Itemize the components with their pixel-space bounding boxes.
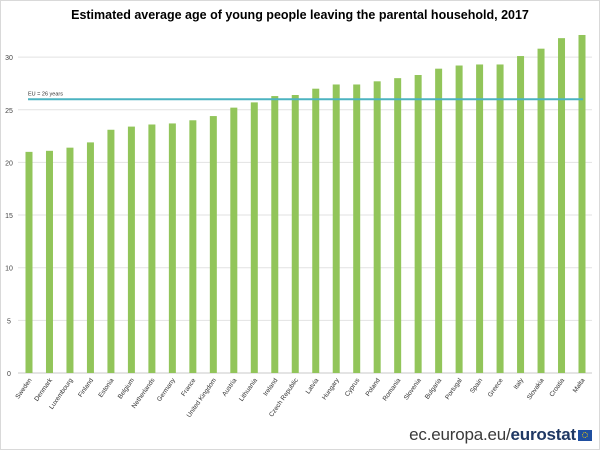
x-tick-label: Estonia <box>97 377 115 399</box>
eu-flag-icon <box>578 429 592 441</box>
x-tick-label: Malta <box>572 377 587 394</box>
bar <box>86 142 94 373</box>
bar <box>414 75 422 373</box>
bar <box>127 126 135 374</box>
x-tick-label: Romania <box>382 377 403 403</box>
x-tick-label: Croatia <box>548 377 566 398</box>
bar <box>455 65 463 374</box>
x-tick-label: Slovakia <box>526 377 546 401</box>
y-axis-ticks: 0 5 10 15 20 25 30 <box>5 55 13 378</box>
y-tick-label: 10 <box>5 266 13 273</box>
bar <box>496 64 504 373</box>
bar <box>189 120 197 373</box>
x-tick-label: Italy <box>513 377 526 391</box>
y-tick-label: 30 <box>5 55 13 62</box>
x-tick-label: Poland <box>364 377 382 398</box>
x-tick-label: Slovenia <box>403 377 423 402</box>
bar <box>394 78 402 373</box>
bar <box>45 150 53 373</box>
y-tick-label: 15 <box>5 213 13 220</box>
x-tick-label: Hungary <box>321 377 341 402</box>
x-tick-label: Lithuania <box>238 377 259 403</box>
x-tick-label: Denmark <box>33 377 54 403</box>
eu-reference-label: EU = 26 years <box>28 92 63 98</box>
y-tick-label: 20 <box>5 160 13 167</box>
bar <box>250 102 258 373</box>
x-tick-label: Ireland <box>262 377 279 398</box>
bar <box>107 129 115 373</box>
x-tick-label: Germany <box>156 377 177 404</box>
bar <box>517 56 525 374</box>
bar <box>353 84 361 373</box>
x-tick-label: Latvia <box>305 377 321 396</box>
bar <box>373 81 381 373</box>
y-tick-label: 25 <box>5 108 13 115</box>
bar <box>558 38 566 374</box>
bar <box>291 95 299 374</box>
x-tick-label: Austria <box>221 377 239 398</box>
bar <box>148 124 156 373</box>
x-tick-label: Bulgaria <box>424 377 444 401</box>
x-tick-label: Sweden <box>14 377 33 401</box>
bar <box>435 68 443 374</box>
bar <box>230 107 238 374</box>
x-tick-label: Portugal <box>444 377 464 401</box>
eurostat-footer: ec.europa.eu/eurostat <box>409 425 592 444</box>
eu-reference-line-group: EU = 26 years <box>28 92 583 101</box>
bar <box>209 116 217 374</box>
eurostat-url[interactable]: ec.europa.eu/eurostat <box>409 425 576 444</box>
bar <box>332 84 340 373</box>
bar <box>66 147 74 373</box>
y-tick-label: 5 <box>7 318 11 325</box>
bar <box>25 151 33 373</box>
x-tick-label: Belgium <box>117 377 136 400</box>
bar <box>476 64 484 373</box>
bar <box>537 48 545 374</box>
bars <box>25 34 586 374</box>
gridlines <box>18 56 592 374</box>
x-tick-label: France <box>180 377 198 398</box>
x-tick-label: Finland <box>77 377 95 399</box>
bar <box>271 96 279 373</box>
chart-title: Estimated average age of young people le… <box>71 8 529 22</box>
bar <box>578 34 586 373</box>
y-tick-label: 0 <box>7 371 11 378</box>
bar <box>312 88 320 373</box>
bar <box>168 123 176 374</box>
x-tick-label: Greece <box>487 377 505 399</box>
x-tick-label: Spain <box>469 377 484 395</box>
x-tick-label: Cyprus <box>344 377 362 398</box>
